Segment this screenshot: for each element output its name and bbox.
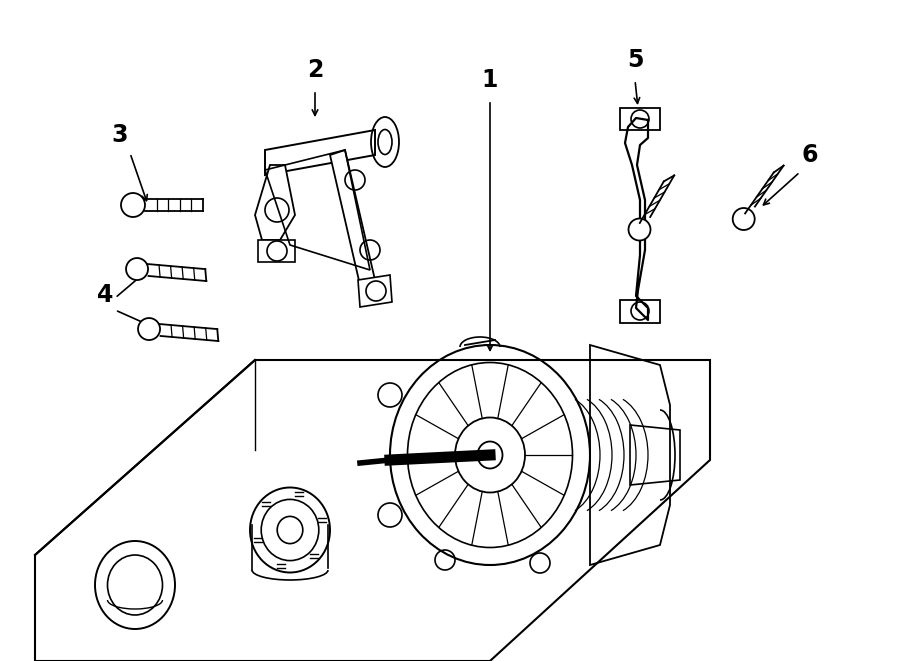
Polygon shape (255, 165, 295, 240)
Polygon shape (258, 240, 295, 262)
Polygon shape (620, 300, 660, 323)
Text: 5: 5 (626, 48, 644, 72)
Circle shape (628, 219, 651, 241)
Text: 1: 1 (482, 68, 499, 92)
Circle shape (126, 258, 148, 280)
Circle shape (121, 193, 145, 217)
Polygon shape (620, 108, 660, 130)
Text: 3: 3 (112, 123, 128, 147)
Circle shape (733, 208, 755, 230)
Text: 6: 6 (802, 143, 818, 167)
Polygon shape (358, 275, 392, 307)
Polygon shape (265, 130, 375, 175)
Text: 4: 4 (97, 283, 113, 307)
Text: 2: 2 (307, 58, 323, 82)
Circle shape (138, 318, 160, 340)
Polygon shape (330, 150, 375, 285)
